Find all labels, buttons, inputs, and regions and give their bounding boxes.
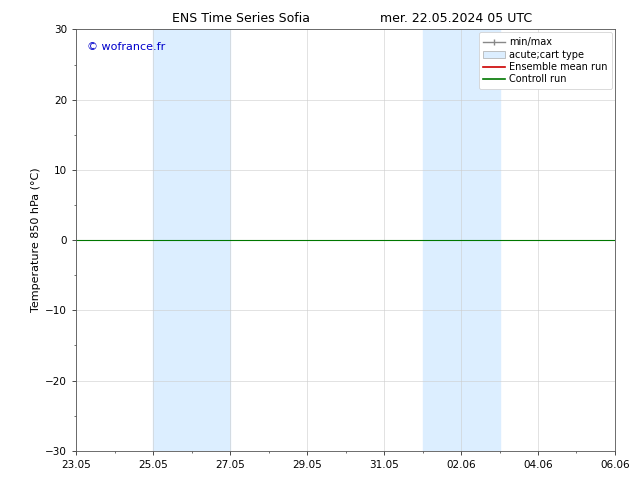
Legend: min/max, acute;cart type, Ensemble mean run, Controll run: min/max, acute;cart type, Ensemble mean … xyxy=(479,32,612,89)
Bar xyxy=(153,29,230,451)
Bar xyxy=(422,29,500,451)
Text: ENS Time Series Sofia: ENS Time Series Sofia xyxy=(172,12,310,25)
Text: © wofrance.fr: © wofrance.fr xyxy=(87,42,165,52)
Text: mer. 22.05.2024 05 UTC: mer. 22.05.2024 05 UTC xyxy=(380,12,533,25)
Y-axis label: Temperature 850 hPa (°C): Temperature 850 hPa (°C) xyxy=(31,168,41,313)
